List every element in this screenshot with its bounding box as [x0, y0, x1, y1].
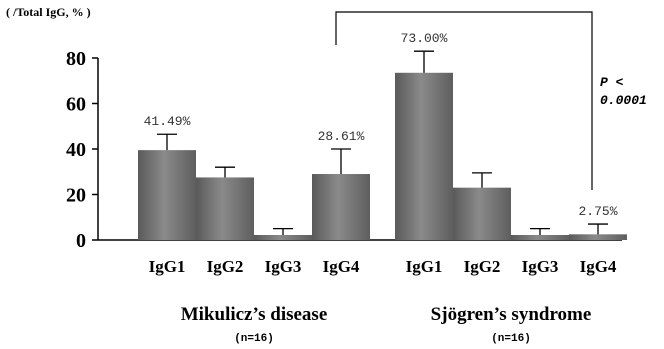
bars: [138, 72, 627, 240]
p-value-line2: 0.0001: [600, 93, 647, 108]
data-label: 41.49%: [144, 114, 191, 129]
bar: [395, 72, 453, 240]
data-label: 28.61%: [318, 129, 365, 144]
bar: [453, 187, 511, 240]
error-bars: [157, 50, 608, 235]
group-n-label: (n=16): [491, 333, 531, 345]
x-tick-label: IgG4: [580, 257, 617, 276]
x-tick-label: IgG2: [464, 257, 501, 276]
bar: [254, 234, 312, 240]
y-tick-label: 0: [76, 230, 86, 252]
x-tick-label: IgG3: [265, 257, 302, 276]
data-label: 2.75%: [578, 204, 617, 219]
y-tick-label: 80: [66, 48, 86, 70]
bar: [569, 234, 627, 240]
y-axis-label: ( /Total IgG, % ): [6, 5, 91, 19]
y-axis: 0 20 40 60 80: [66, 48, 98, 252]
y-tick-label: 20: [66, 185, 86, 207]
group-labels: Mikulicz’s disease (n=16) Sjögren’s syndro…: [181, 304, 592, 345]
y-tick-label: 40: [66, 139, 86, 161]
bar: [312, 174, 370, 240]
bar: [138, 150, 196, 240]
x-tick-label: IgG3: [522, 257, 559, 276]
data-labels: 41.49% 28.61% 73.00% 2.75%: [144, 31, 618, 219]
group-label: Sjögren’s syndrome: [431, 304, 592, 325]
x-tick-label: IgG2: [207, 257, 244, 276]
y-tick-label: 60: [66, 94, 86, 116]
x-tick-label: IgG1: [406, 257, 443, 276]
x-tick-label: IgG1: [149, 257, 186, 276]
group-label: Mikulicz’s disease: [181, 304, 328, 325]
p-value-line1: P <: [600, 75, 624, 90]
data-label: 73.00%: [401, 31, 448, 46]
significance-bracket: [335, 11, 593, 190]
bar: [196, 177, 254, 240]
bar: [511, 234, 569, 240]
x-tick-label: IgG4: [323, 257, 360, 276]
group-n-label: (n=16): [234, 333, 274, 345]
x-tick-labels: IgG1 IgG2 IgG3 IgG4 IgG1 IgG2 IgG3 IgG4: [149, 257, 617, 276]
